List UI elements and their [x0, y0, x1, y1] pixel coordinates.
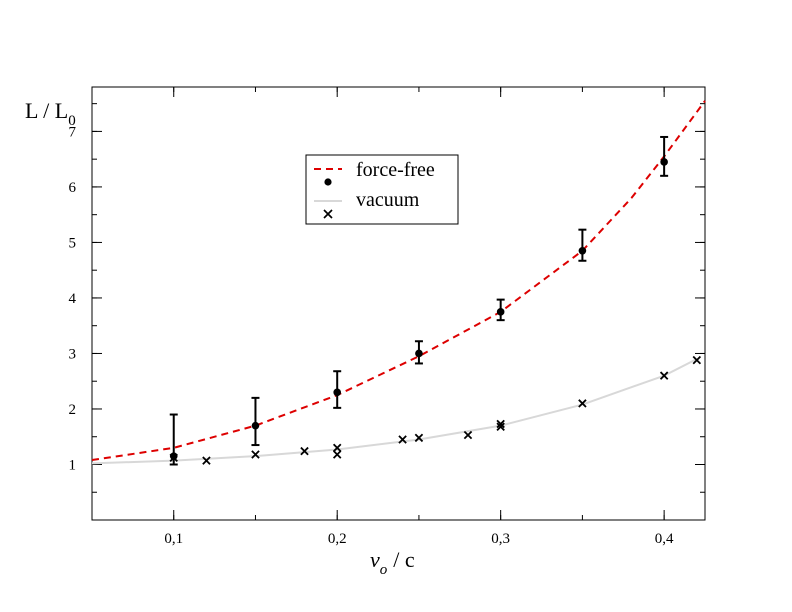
legend-force-free-label: force-free [356, 159, 435, 181]
y-tick-label: 3 [69, 346, 77, 362]
vacuum-point [169, 453, 178, 463]
legend: force-free vacuum [305, 154, 459, 225]
legend-force-free-marker [324, 178, 332, 186]
y-tick-label: 2 [69, 402, 77, 418]
x-tick-label: 0,4 [655, 531, 674, 547]
legend-box [305, 154, 459, 225]
y-tick-label: 7 [69, 124, 77, 140]
y-tick-label: 4 [69, 291, 77, 307]
vacuum-point [300, 446, 309, 456]
legend-vacuum-label: vacuum [356, 189, 420, 211]
x-tick-label: 0,2 [328, 531, 347, 547]
vacuum-point [496, 419, 505, 429]
vacuum-point [578, 399, 587, 408]
x-tick-label: 0,3 [491, 531, 510, 547]
legend-vacuum-marker [323, 209, 333, 219]
force-free-point [660, 158, 668, 166]
vacuum-curve [91, 358, 698, 465]
x-axis-title-sub: o [380, 562, 388, 578]
force-free-point [251, 421, 260, 430]
x-axis-title: vo / c [370, 547, 415, 578]
y-tick-label: 5 [69, 235, 77, 251]
force-free-point [169, 452, 178, 460]
force-free-curve [91, 100, 706, 462]
force-free-point [415, 349, 423, 358]
y-axis-title-sub: 0 [68, 113, 76, 129]
markers [169, 135, 702, 466]
y-axis-title: L / L0 [25, 98, 76, 129]
vacuum-point [414, 433, 424, 443]
tick-labels: 0,1 0,2 0,3 0,4 1 2 3 4 5 6 7 [69, 124, 675, 547]
vacuum-point [332, 450, 342, 459]
vacuum-point [463, 430, 473, 440]
vacuum-point [659, 371, 669, 380]
vacuum-point [332, 443, 342, 453]
vacuum-point [496, 422, 505, 431]
force-free-point [333, 388, 342, 397]
y-axis-title-main: L / L [25, 98, 68, 123]
x-axis-title-main: v [370, 547, 380, 572]
y-tick-label: 1 [69, 457, 77, 473]
vacuum-point [398, 435, 407, 444]
force-free-point [496, 308, 505, 316]
vacuum-point [692, 355, 702, 365]
plot-frame [91, 86, 706, 521]
vacuum-point [251, 450, 260, 459]
curves [91, 100, 706, 465]
vacuum-point [202, 456, 211, 465]
axis-ticks [91, 87, 705, 521]
x-tick-label: 0,1 [164, 531, 183, 547]
y-tick-label: 6 [69, 180, 77, 196]
x-axis-title-rest: / c [393, 547, 415, 572]
force-free-point [578, 246, 587, 255]
